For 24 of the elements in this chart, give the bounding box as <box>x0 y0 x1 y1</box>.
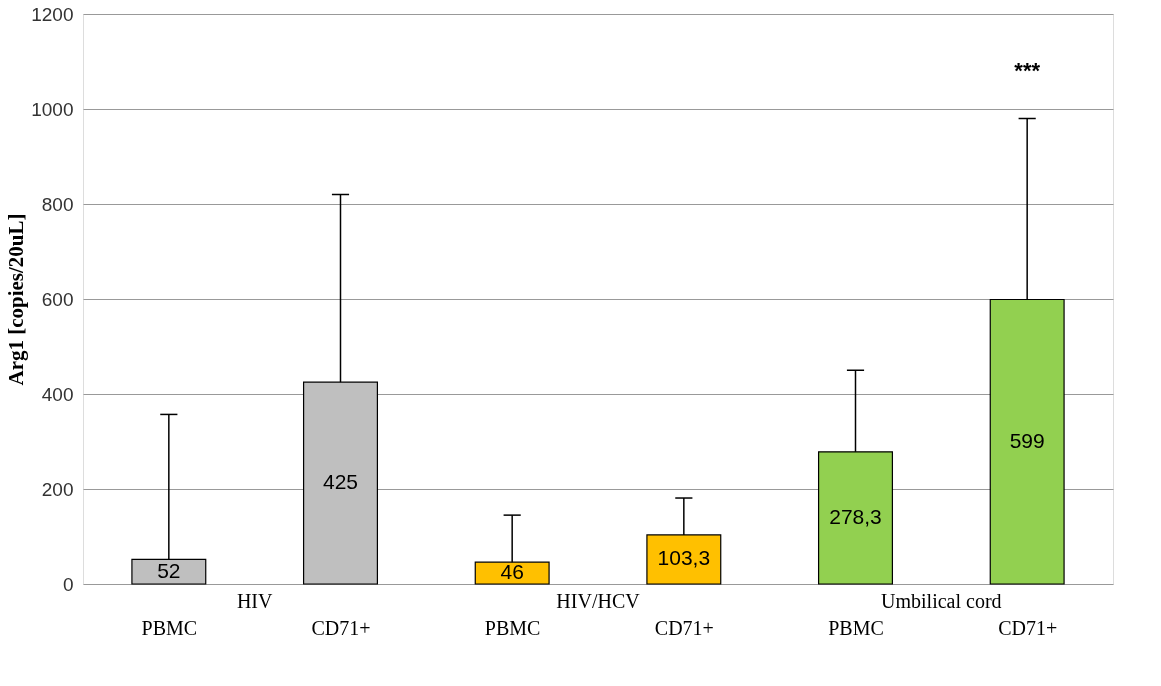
text: HIV/HCV <box>556 590 641 612</box>
y-tick-label: 400 <box>41 383 74 405</box>
y-tick-label: 0 <box>62 573 74 595</box>
data-label: 278,3 <box>829 504 882 528</box>
x-tick-label: PBMC <box>141 616 198 639</box>
annotation: *** <box>1014 58 1041 83</box>
x-tick-label: PBMC <box>828 616 884 639</box>
x-tick-label: PBMC <box>484 616 541 639</box>
y-axis-title: Arg1 [copies/20uL] <box>4 213 29 386</box>
data-label: 425 <box>322 470 359 494</box>
text: HIV <box>236 590 273 612</box>
x-tick-label: CD71+ <box>311 616 371 639</box>
data-label: 52 <box>157 558 181 582</box>
y-tick-label: 800 <box>41 193 74 215</box>
x-tick-label: CD71+ <box>998 616 1058 639</box>
data-label: 46 <box>500 560 524 584</box>
y-tick-label: 600 <box>41 288 74 310</box>
data-label: 103,3 <box>657 546 711 570</box>
y-tick-label: 200 <box>41 478 74 500</box>
y-tick-label: 1000 <box>31 98 74 120</box>
x-tick-label: CD71+ <box>654 616 714 639</box>
text: Umbilical cord <box>881 590 1002 612</box>
y-tick-label: 1200 <box>31 3 74 25</box>
data-label: 599 <box>1009 428 1045 452</box>
